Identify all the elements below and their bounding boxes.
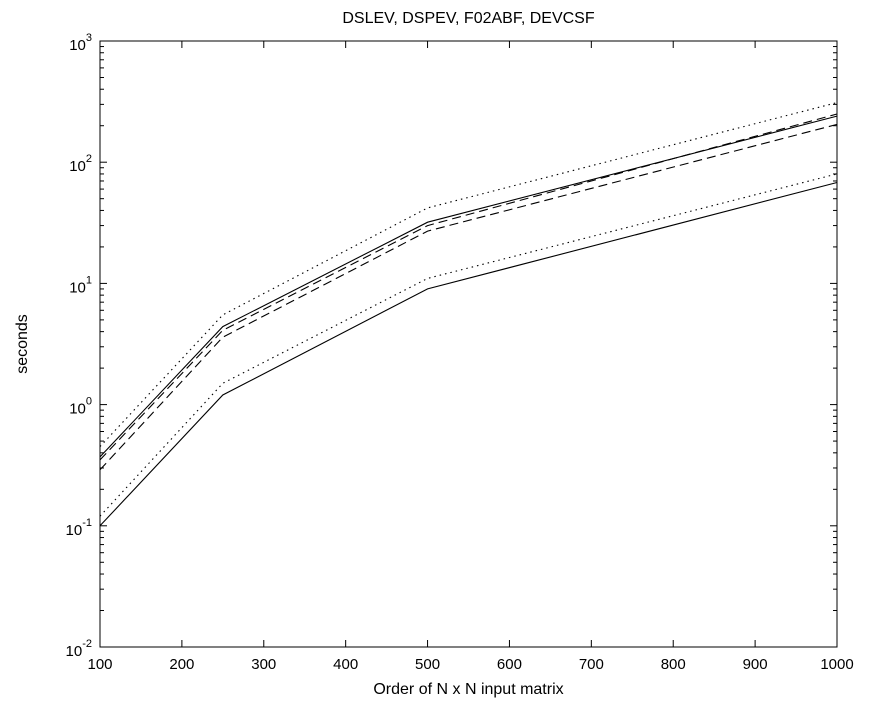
x-tick-label: 800: [661, 656, 686, 673]
y-tick-base: 10: [69, 279, 86, 296]
y-tick-label: 101: [69, 274, 92, 296]
y-tick-exponent: 0: [86, 396, 92, 408]
y-tick-label: 100: [69, 396, 92, 418]
x-axis-label: Order of N x N input matrix: [373, 681, 563, 698]
y-tick-base: 10: [69, 37, 86, 54]
y-tick-label: 10-2: [66, 638, 92, 660]
x-tick-label: 500: [415, 656, 440, 673]
y-tick-exponent: -1: [82, 517, 92, 529]
y-tick-label: 102: [69, 153, 92, 175]
y-tick-exponent: 3: [86, 32, 92, 44]
series-group: [99, 102, 838, 527]
y-axis-label: seconds: [14, 314, 31, 374]
x-tick-label: 200: [169, 656, 194, 673]
y-tick-base: 10: [66, 643, 83, 660]
x-tick-label: 100: [87, 656, 112, 673]
x-tick-label: 300: [251, 656, 276, 673]
series-line-4-dashed: [99, 123, 838, 471]
y-tick-label: 10-1: [66, 517, 92, 539]
series-line-2-solid: [99, 115, 838, 458]
y-tick-base: 10: [66, 522, 83, 539]
plot-frame: [99, 40, 838, 648]
series-line-3-dashed: [99, 113, 838, 461]
x-tick-label: 1000: [820, 656, 853, 673]
y-tick-exponent: -2: [82, 638, 92, 650]
x-tick-label: 600: [497, 656, 522, 673]
chart-title: DSLEV, DSPEV, F02ABF, DEVCSF: [342, 10, 594, 27]
series-line-6-solid: [99, 181, 838, 527]
y-tick-exponent: 2: [86, 153, 92, 165]
axis-ticks: 100 200 300 400 500 600 700 800 900 100010-210-11…: [66, 32, 854, 673]
y-tick-label: 103: [69, 32, 92, 54]
series-line-1-dotted: [99, 102, 838, 447]
x-tick-label: 700: [579, 656, 604, 673]
y-tick-base: 10: [69, 401, 86, 418]
y-tick-exponent: 1: [86, 274, 92, 286]
series-line-5-dotted: [99, 173, 838, 517]
x-tick-label: 400: [333, 656, 358, 673]
y-tick-base: 10: [69, 158, 86, 175]
x-tick-label: 900: [743, 656, 768, 673]
